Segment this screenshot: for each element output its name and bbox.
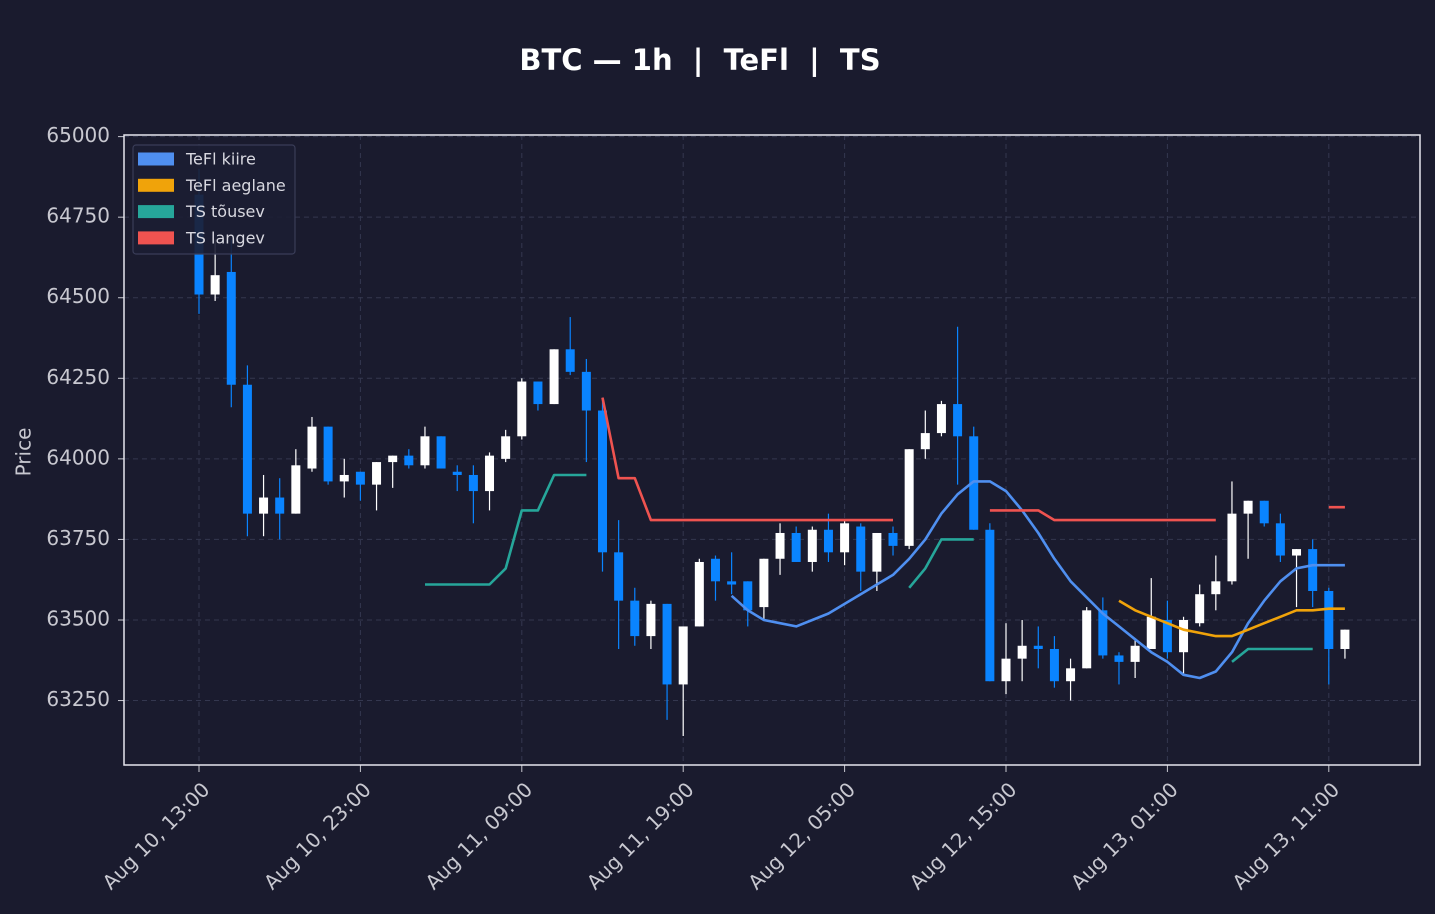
candle-body [323, 426, 333, 482]
candle-body [1324, 590, 1334, 649]
candle-body [646, 603, 656, 637]
candle-body [355, 471, 365, 485]
candle-body [581, 371, 591, 411]
candle-body [985, 529, 995, 682]
candle-body [840, 523, 850, 553]
candle-body [872, 532, 882, 572]
candle-body [1259, 500, 1269, 524]
candle-body [856, 526, 866, 572]
legend-swatch [138, 178, 174, 192]
candle-body [678, 626, 688, 685]
y-tick-label: 65000 [46, 123, 110, 147]
legend-label: TS tõusev [185, 202, 265, 221]
candle-body [1049, 648, 1059, 682]
candle-body [791, 532, 801, 562]
legend-label: TeFl aeglane [185, 176, 286, 195]
candle-body [565, 349, 575, 372]
y-tick-label: 63750 [46, 526, 110, 550]
candle-body [1179, 619, 1189, 653]
candle-body [598, 410, 607, 553]
legend-swatch [138, 152, 174, 166]
candle-body [468, 474, 478, 492]
candle-body [452, 471, 462, 475]
overlay-line [425, 473, 1313, 663]
y-tick-label: 64500 [46, 284, 110, 308]
candle-body [242, 384, 252, 514]
candle-body [1017, 645, 1027, 659]
candle-body [953, 404, 963, 437]
candle-body [1098, 610, 1108, 656]
candle-body [920, 433, 930, 450]
plot-frame [123, 134, 1421, 766]
overlay-line [1118, 599, 1345, 638]
candle-body [485, 455, 495, 492]
legend-label: TS langev [185, 228, 265, 247]
candle-body [710, 558, 720, 582]
y-axis-label: Price [12, 428, 36, 477]
candle-body [807, 529, 817, 562]
candle-body [339, 474, 349, 482]
candle-body [743, 581, 753, 611]
candle-body [1275, 523, 1285, 556]
candle-body [259, 497, 269, 514]
candle-body [533, 381, 543, 405]
candle-body [1001, 658, 1011, 682]
candle-body [1066, 668, 1076, 682]
candle-body [436, 436, 446, 469]
y-tick-label: 64250 [46, 365, 110, 389]
overlay-line [601, 397, 1345, 522]
candle-body [291, 465, 301, 514]
candle-body [614, 552, 624, 601]
candle-body [904, 449, 914, 546]
candle-body [759, 558, 769, 608]
candle-body [307, 426, 317, 469]
y-tick-label: 64750 [46, 204, 110, 228]
candle-body [1033, 645, 1043, 649]
candle-body [388, 455, 398, 463]
candle-body [1211, 581, 1221, 595]
legend-box [132, 144, 296, 255]
chart-title: BTC — 1h | TeFl | TS [519, 43, 880, 77]
y-tick-label: 63500 [46, 606, 110, 630]
legend-label: TeFl kiire [185, 150, 256, 169]
candle-body [372, 462, 382, 485]
candle-body [1227, 513, 1237, 582]
candle-body [226, 271, 236, 385]
candle-body [1195, 594, 1205, 624]
candle-body [727, 581, 737, 585]
candle-body [630, 600, 640, 637]
legend-swatch [138, 231, 174, 245]
candle-body [549, 349, 559, 405]
candle-body [517, 381, 527, 437]
candle-body [823, 529, 833, 553]
candle-body [501, 436, 511, 459]
legend-swatch [138, 205, 174, 219]
candle-body [775, 532, 785, 559]
candle-body [662, 603, 672, 685]
candle-body [1243, 500, 1253, 514]
candle-body [1162, 619, 1172, 653]
candle-body [1082, 610, 1092, 669]
candle-body [936, 404, 946, 434]
candle-body [1114, 655, 1124, 662]
candle-body [420, 436, 430, 466]
candle-body [1130, 645, 1140, 662]
candle-body [1292, 549, 1302, 556]
candle-body [1340, 629, 1350, 649]
candle-body [210, 275, 220, 295]
candle-body [1146, 616, 1156, 649]
candle-body [1308, 549, 1318, 591]
candle-body [888, 532, 898, 546]
y-tick-label: 63250 [46, 687, 110, 711]
candle-body [404, 455, 414, 466]
y-tick-label: 64000 [46, 445, 110, 469]
candle-body [275, 497, 285, 514]
candle-body [694, 561, 704, 627]
